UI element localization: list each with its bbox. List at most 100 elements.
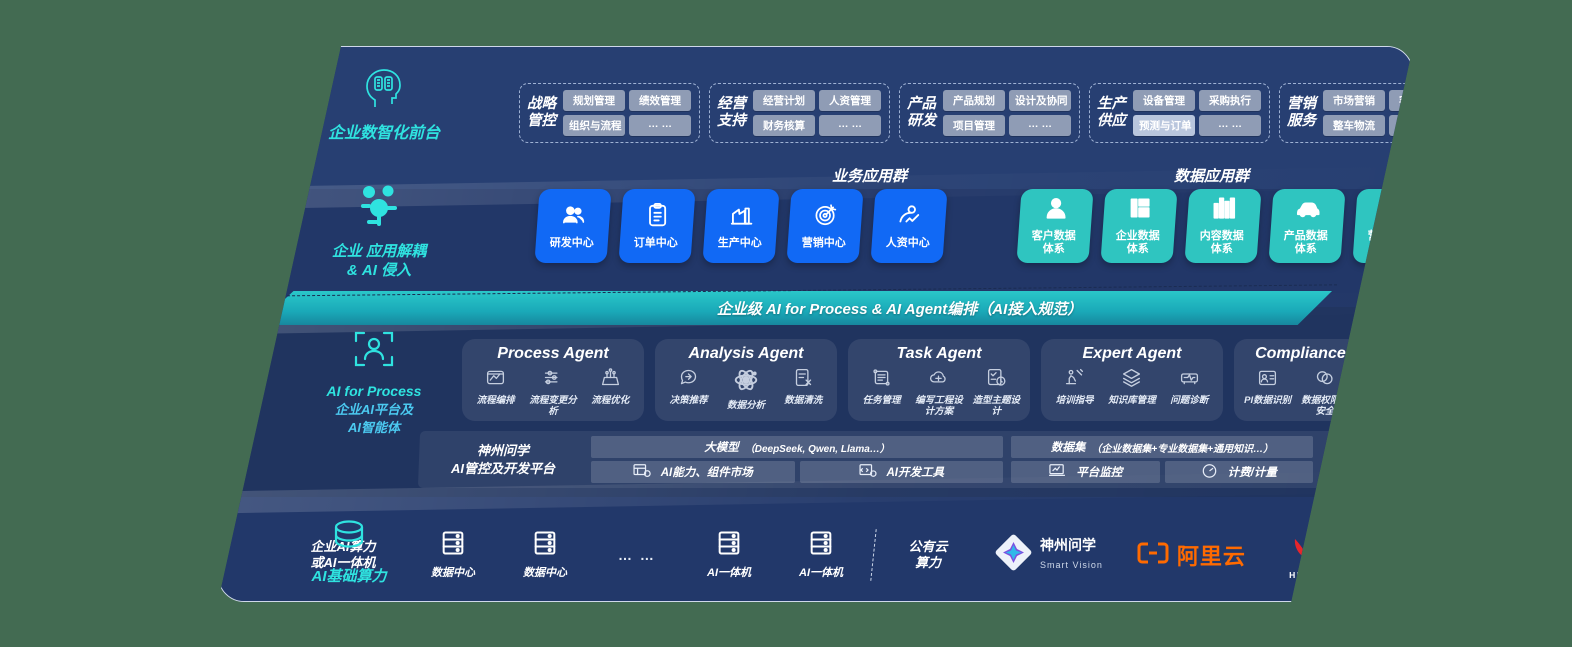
app-card[interactable]: 营销中心 — [786, 189, 864, 263]
infra-item[interactable]: 数据中心 — [407, 529, 499, 581]
app-card-label: 人资中心 — [885, 236, 930, 249]
front-office-tag[interactable]: 整车物流 — [1323, 115, 1385, 136]
monitoring-label: 平台监控 — [1076, 467, 1123, 479]
layer-4-label: AI基础算力 — [249, 517, 449, 586]
atom-icon — [733, 367, 759, 398]
app-card[interactable]: 人资中心 — [870, 189, 948, 263]
data-apps-title: 数据应用群 — [1174, 168, 1250, 185]
front-office-group[interactable]: 战略 管控 规划管理 绩效管理 组织与流程… … — [519, 83, 700, 143]
agent-card[interactable]: Process Agent 流程编排 流程变更分析 流程优化 — [462, 339, 644, 421]
molecule-icon — [274, 182, 484, 235]
front-office-tag[interactable]: 项目管理 — [943, 115, 1005, 136]
app-card[interactable]: 生产中心 — [702, 189, 780, 263]
ellipsis-icon: … … — [618, 547, 656, 563]
agent-card[interactable]: Analysis Agent 决策推荐 数据分析 数据清洗 — [655, 339, 837, 421]
front-office-tag[interactable]: … … — [819, 115, 881, 136]
agent-capability-label: 任务管理 — [862, 395, 901, 406]
platform-models-column: 大模型 （DeepSeek, Qwen, Llama…） AI能力、组件市场 — [587, 436, 1007, 483]
dataset-bar[interactable]: 数据集 （企业数据集+专业数据集+通用知识…） — [1011, 436, 1313, 458]
billing-bar[interactable]: 计费/计量 — [1164, 461, 1313, 483]
platform-data-column: 数据集 （企业数据集+专业数据集+通用知识…） 平台监控 — [1007, 436, 1317, 483]
agent-capability[interactable]: 造型主题设计 — [968, 367, 1025, 418]
agent-capability[interactable]: 编写工程设计方案 — [911, 367, 968, 418]
agent-capability[interactable]: 数据权限 & 安全 — [1297, 367, 1354, 418]
agent-title: Expert Agent — [1082, 345, 1182, 362]
app-card-label: 生产中心 — [717, 236, 762, 249]
huawei-name: HUAWEI — [1289, 569, 1333, 580]
infrastructure-items: 数据中心 数据中心 … … AI一体机 AI一体机 — [407, 529, 867, 581]
agent-title: Compliance Agent — [1255, 345, 1395, 362]
agent-capability[interactable]: 合规预警 — [1354, 367, 1411, 418]
optimize-icon — [600, 367, 621, 393]
dev-tools-label: AI开发工具 — [886, 467, 945, 479]
agent-capability-label: 知识库管理 — [1108, 395, 1156, 406]
agent-capability-label: 数据清洗 — [784, 395, 823, 406]
front-office-group-title: 生产 供应 — [1097, 95, 1126, 129]
front-office-tag[interactable]: 绩效管理 — [629, 90, 691, 111]
agent-card[interactable]: Task Agent 任务管理 编写工程设计方案 造型主题设计 — [848, 339, 1030, 421]
infra-item[interactable]: 数据中心 — [499, 529, 591, 581]
agent-capability-label: 编写工程设计方案 — [915, 395, 963, 417]
front-office-tag[interactable]: 客户关系 — [1389, 90, 1412, 111]
dataset-label: 数据集 — [1050, 442, 1086, 454]
smartvision-logo-icon — [994, 533, 1034, 578]
layer-1-label-text: 企业数智化前台 — [327, 125, 440, 143]
app-card[interactable]: 内容数据 体系 — [1184, 189, 1262, 263]
front-office-tag[interactable]: … … — [1199, 115, 1261, 136]
app-card[interactable]: 产品数据 体系 — [1268, 189, 1346, 263]
app-card[interactable]: 订单中心 — [618, 189, 696, 263]
front-office-tag[interactable]: 产品规划 — [943, 90, 1005, 111]
agent-capability[interactable]: 数据清洗 — [775, 367, 832, 412]
monitoring-bar[interactable]: 平台监控 — [1011, 461, 1160, 483]
front-office-tag[interactable]: … … — [1009, 115, 1071, 136]
front-office-tag[interactable]: 设计及协同 — [1009, 90, 1071, 111]
dev-tools-bar[interactable]: AI开发工具 — [799, 461, 1003, 483]
agent-card[interactable]: Expert Agent 培训指导 知识库管理 问题诊断 — [1041, 339, 1223, 421]
front-office-tag[interactable]: 采购执行 — [1199, 90, 1261, 111]
front-office-tag[interactable]: 经营计划 — [753, 90, 815, 111]
front-office-group[interactable]: 生产 供应 设备管理 采购执行 预测与订单… … — [1089, 83, 1270, 143]
app-card[interactable]: 研发中心 — [534, 189, 612, 263]
ability-market-bar[interactable]: AI能力、组件市场 — [591, 461, 795, 483]
front-office-tag[interactable]: … … — [629, 115, 691, 136]
infra-item[interactable]: AI一体机 — [683, 529, 775, 581]
infra-item-label: AI一体机 — [707, 567, 751, 580]
front-office-group[interactable]: 产品 研发 产品规划 设计及协同 项目管理… … — [899, 83, 1080, 143]
front-office-tag[interactable]: 设备管理 — [1133, 90, 1195, 111]
enterprise-compute: 企业AI算力 或AI一体机 — [279, 539, 407, 572]
front-office-group[interactable]: 经营 支持 经营计划 人资管理 财务核算… … — [709, 83, 890, 143]
front-office-tag[interactable]: … … — [1389, 115, 1412, 136]
billing-label: 计费/计量 — [1227, 467, 1277, 479]
monitor-icon — [1048, 463, 1066, 481]
front-office-tag[interactable]: 组织与流程 — [563, 115, 625, 136]
agent-capability[interactable]: 流程编排 — [467, 367, 524, 418]
infra-item[interactable]: … … — [591, 547, 683, 563]
app-card[interactable]: 企业数据 体系 — [1100, 189, 1178, 263]
front-office-tag[interactable]: 规划管理 — [563, 90, 625, 111]
agent-capability[interactable]: 知识库管理 — [1104, 367, 1161, 407]
agent-capability[interactable]: PI数据识别 — [1239, 367, 1296, 418]
agent-capability[interactable]: 流程变更分析 — [525, 367, 582, 418]
agent-capability[interactable]: 决策推荐 — [660, 367, 717, 412]
agent-capability[interactable]: 问题诊断 — [1161, 367, 1218, 407]
app-card[interactable]: 客户数据 体系 — [1016, 189, 1094, 263]
models-bar[interactable]: 大模型 （DeepSeek, Qwen, Llama…） — [591, 436, 1003, 458]
front-office-tag[interactable]: 人资管理 — [819, 90, 881, 111]
front-office-group[interactable]: 营销服务市场营销客户关系整车物流… … — [1279, 83, 1412, 143]
decision-icon — [678, 367, 699, 393]
app-card[interactable]: 营销数据 体系 — [1352, 189, 1412, 263]
person-scan-icon — [269, 327, 479, 376]
agent-capability[interactable]: 流程优化 — [582, 367, 639, 418]
layer-3-label: AI for Process 企业AI平台及 AI智能体 — [269, 327, 479, 437]
infra-item[interactable]: AI一体机 — [775, 529, 867, 581]
front-office-groups: 战略 管控 规划管理 绩效管理 组织与流程… … 经营 支持 经营计划 人资管理 财务核算… … 产… — [519, 83, 1412, 143]
agent-capability[interactable]: 任务管理 — [853, 367, 910, 418]
front-office-tag[interactable]: 财务核算 — [753, 115, 815, 136]
agent-capability[interactable]: 培训指导 — [1046, 367, 1103, 407]
front-office-tag[interactable]: 预测与订单 — [1133, 115, 1195, 136]
agent-card[interactable]: Compliance Agent PI数据识别 数据权限 & 安全 合规预警 — [1234, 339, 1412, 421]
agent-capability[interactable]: 数据分析 — [718, 367, 775, 412]
agent-capability-label: PI数据识别 — [1244, 395, 1292, 406]
front-office-tag[interactable]: 市场营销 — [1323, 90, 1385, 111]
agent-title: Process Agent — [497, 345, 609, 362]
